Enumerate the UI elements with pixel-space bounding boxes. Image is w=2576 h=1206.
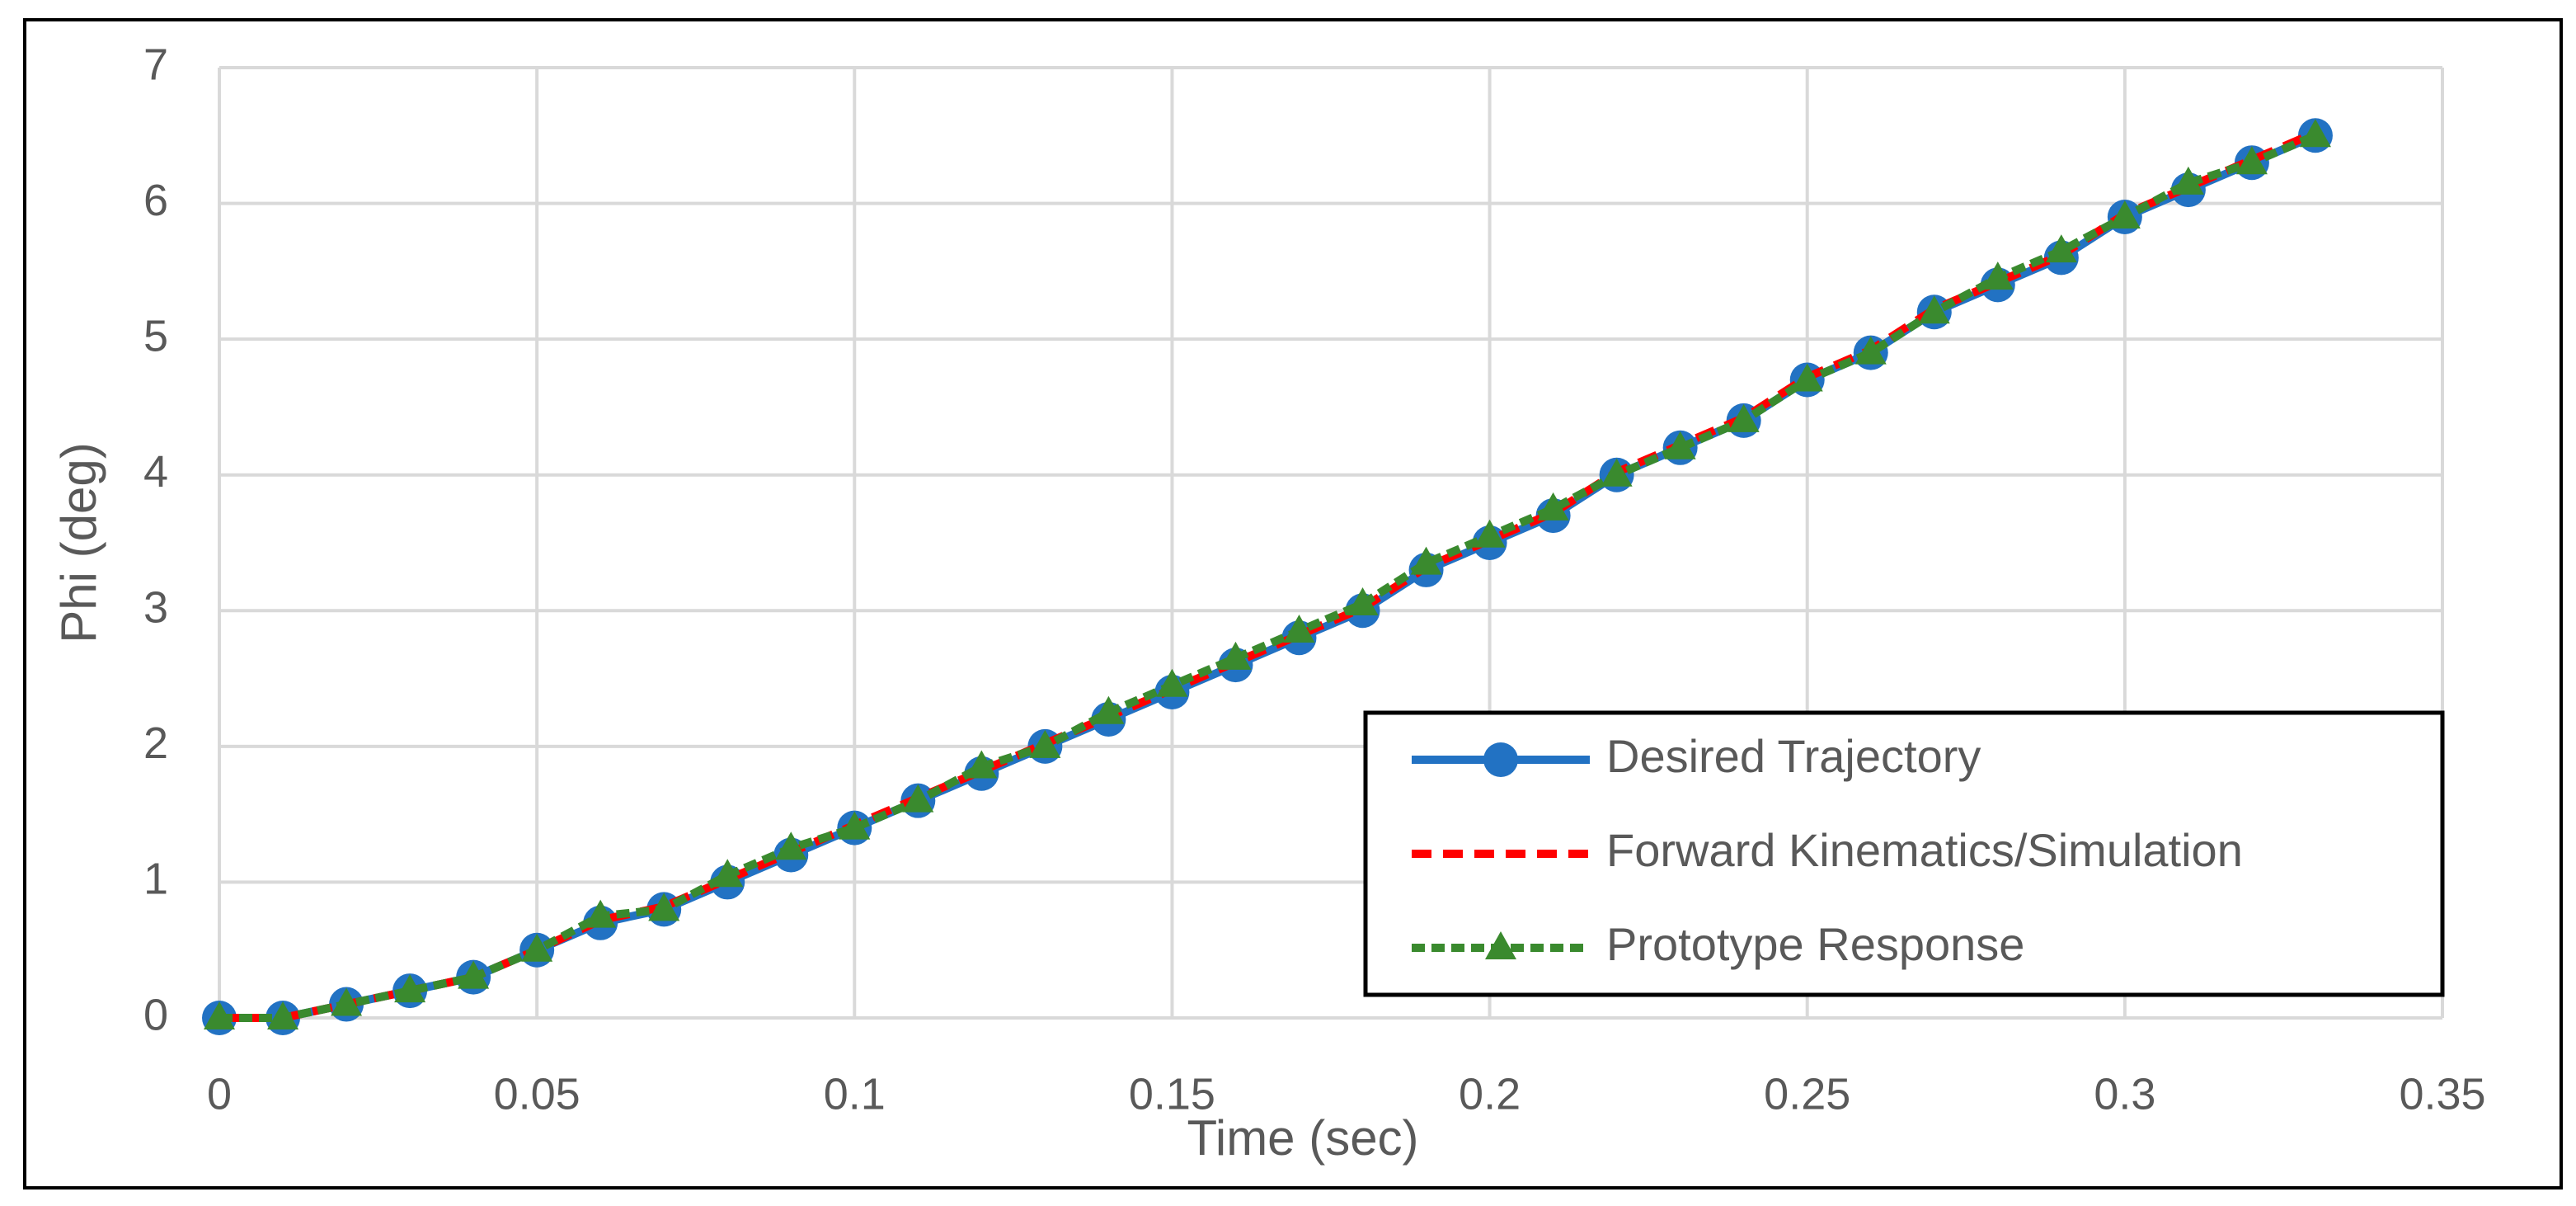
marker <box>267 1001 299 1029</box>
marker <box>458 960 490 989</box>
y-tick-label: 4 <box>143 447 168 497</box>
y-tick-label: 6 <box>143 176 168 225</box>
y-tick-label: 1 <box>143 855 168 904</box>
marker <box>1283 614 1315 643</box>
marker <box>2045 234 2077 263</box>
marker <box>1220 641 1252 670</box>
x-tick-label: 0.3 <box>2094 1069 2155 1119</box>
marker <box>1854 336 1887 365</box>
marker <box>1410 546 1442 575</box>
marker <box>2172 166 2204 195</box>
x-tick-label: 0.15 <box>1129 1069 1215 1119</box>
marker <box>712 859 744 888</box>
x-tick-label: 0.25 <box>1764 1069 1850 1119</box>
legend-marker <box>1485 931 1516 959</box>
legend-label: Prototype Response <box>1606 918 2024 970</box>
legend: Desired Trajectory Forward Kinematics/Sim… <box>1363 710 2445 997</box>
y-axis-title: Phi (deg) <box>51 442 106 643</box>
marker <box>521 933 553 962</box>
marker <box>2108 200 2141 229</box>
marker <box>1093 695 1125 724</box>
y-tick-label: 3 <box>143 583 168 633</box>
y-tick-label: 0 <box>143 990 168 1039</box>
y-tick-label: 7 <box>143 40 168 89</box>
x-axis-title: Time (sec) <box>1187 1110 1418 1166</box>
marker <box>1156 668 1188 697</box>
marker <box>204 1001 235 1029</box>
marker <box>1537 492 1569 521</box>
marker <box>1347 587 1379 616</box>
marker <box>1918 295 1950 324</box>
x-tick-label: 0 <box>207 1069 232 1119</box>
legend-label: Desired Trajectory <box>1606 730 1981 782</box>
series-line <box>219 131 2317 1022</box>
marker <box>1981 261 2014 290</box>
marker <box>1664 431 1696 459</box>
marker <box>2235 146 2268 175</box>
marker <box>1601 458 1633 487</box>
marker <box>2299 119 2331 148</box>
x-tick-label: 0.1 <box>824 1069 886 1119</box>
marker <box>966 750 998 779</box>
marker <box>331 987 363 1016</box>
marker <box>585 899 617 928</box>
marker <box>902 784 934 813</box>
y-tick-label: 5 <box>143 311 168 360</box>
legend-marker <box>1483 742 1518 777</box>
marker <box>394 974 426 1003</box>
x-tick-label: 0.05 <box>494 1069 581 1119</box>
marker <box>775 831 807 860</box>
marker <box>1791 363 1823 392</box>
grid <box>218 66 2444 1020</box>
marker <box>648 893 680 921</box>
marker <box>839 811 871 840</box>
y-tick-label: 2 <box>143 718 168 768</box>
marker <box>1029 729 1061 758</box>
x-tick-label: 0.35 <box>2399 1069 2485 1119</box>
x-tick-label: 0.2 <box>1459 1069 1521 1119</box>
legend-label: Forward Kinematics/Simulation <box>1606 824 2243 876</box>
marker <box>1728 403 1760 432</box>
marker <box>1474 519 1506 548</box>
